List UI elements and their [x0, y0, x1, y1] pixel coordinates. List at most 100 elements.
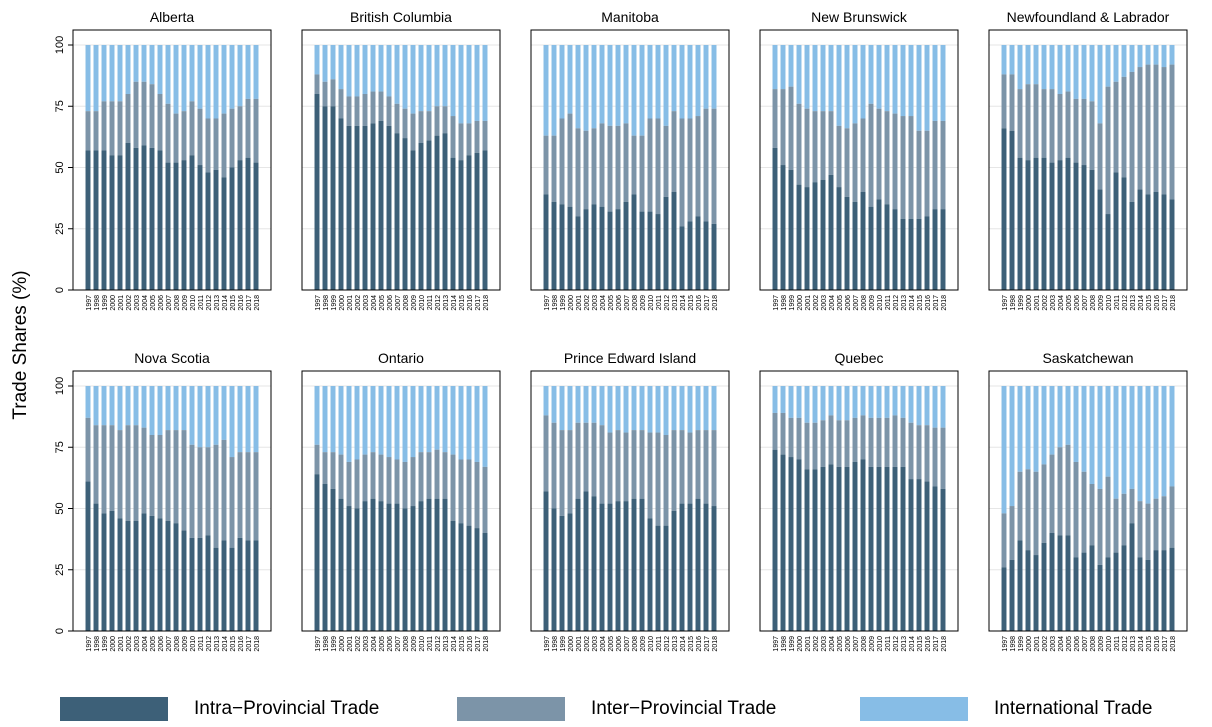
bar-inter-provincial: [780, 89, 786, 166]
bar-inter-provincial: [322, 81, 328, 107]
bar-international: [1033, 45, 1039, 85]
bar-international: [1001, 45, 1007, 75]
bar-intra-provincial: [780, 165, 786, 290]
bar-intra-provincial: [671, 510, 677, 631]
bar-inter-provincial: [860, 118, 866, 192]
bar-intra-provincial: [213, 169, 219, 290]
bar-international: [1089, 386, 1095, 484]
bar-international: [860, 386, 866, 416]
bar-inter-provincial: [197, 447, 203, 538]
bar-intra-provincial: [543, 194, 549, 290]
bar-international: [1137, 386, 1143, 502]
x-tick-label: 2006: [387, 636, 394, 652]
bar-intra-provincial: [788, 169, 794, 290]
bar-intra-provincial: [1113, 172, 1119, 290]
x-tick-label: 2014: [1138, 295, 1145, 311]
x-tick-label: 2000: [339, 295, 346, 311]
bar-international: [687, 45, 693, 119]
bar-intra-provincial: [836, 187, 842, 290]
bar-international: [559, 386, 565, 431]
x-tick-label: 2009: [640, 636, 647, 652]
bar-international: [450, 45, 456, 117]
bar-intra-provincial: [442, 498, 448, 631]
bar-inter-provincial: [1129, 488, 1135, 524]
bar-inter-provincial: [1105, 476, 1111, 558]
bar-intra-provincial: [402, 138, 408, 290]
bar-intra-provincial: [1049, 533, 1055, 631]
bar-intra-provincial: [1145, 194, 1151, 290]
x-tick-label: 1999: [789, 636, 796, 652]
bar-inter-provincial: [836, 420, 842, 467]
bar-intra-provincial: [237, 160, 243, 290]
bar-intra-provincial: [1025, 160, 1031, 290]
bar-inter-provincial: [844, 420, 850, 467]
bar-intra-provincial: [330, 106, 336, 290]
bar-intra-provincial: [165, 162, 171, 290]
bar-international: [623, 45, 629, 124]
bar-international: [1129, 386, 1135, 489]
x-tick-label: 2011: [198, 636, 205, 651]
bar-inter-provincial: [221, 439, 227, 541]
bar-international: [450, 386, 456, 455]
panel-frame: [530, 370, 730, 632]
bar-inter-provincial: [402, 108, 408, 139]
bar-international: [85, 45, 91, 112]
bar-intra-provincial: [916, 479, 922, 631]
bar-inter-provincial: [1025, 469, 1031, 551]
x-tick-label: 1999: [102, 295, 109, 311]
bar-international: [354, 386, 360, 460]
bar-international: [109, 386, 115, 426]
bar-international: [679, 45, 685, 119]
x-tick-label: 1998: [1010, 295, 1017, 311]
bar-international: [189, 45, 195, 102]
bar-inter-provincial: [450, 454, 456, 521]
bar-inter-provincial: [932, 120, 938, 210]
bar-international: [836, 386, 842, 421]
bar-international: [314, 386, 320, 445]
bar-intra-provincial: [607, 211, 613, 290]
bar-inter-provincial: [940, 427, 946, 489]
bar-inter-provincial: [567, 430, 573, 514]
bar-international: [671, 386, 677, 431]
bar-international: [796, 386, 802, 418]
bar-intra-provincial: [876, 199, 882, 290]
bar-international: [426, 45, 432, 112]
bar-inter-provincial: [1153, 498, 1159, 551]
x-tick-label: 2002: [584, 295, 591, 311]
bar-intra-provincial: [1161, 194, 1167, 290]
bar-intra-provincial: [860, 459, 866, 631]
bar-intra-provincial: [117, 518, 123, 631]
bar-inter-provincial: [1113, 498, 1119, 553]
bar-intra-provincial: [434, 135, 440, 290]
x-tick-label: 2010: [648, 295, 655, 311]
y-tick-label: 75: [54, 100, 66, 112]
x-tick-label: 2011: [1114, 636, 1121, 651]
bar-inter-provincial: [884, 111, 890, 205]
bar-international: [1049, 386, 1055, 455]
bar-inter-provincial: [703, 430, 709, 504]
bar-intra-provincial: [687, 503, 693, 631]
bar-international: [780, 45, 786, 90]
bar-international: [133, 45, 139, 82]
bar-inter-provincial: [394, 459, 400, 504]
x-tick-label: 2006: [1074, 295, 1081, 311]
x-tick-label: 2006: [158, 295, 165, 311]
bar-international: [378, 45, 384, 92]
bar-international: [772, 45, 778, 90]
x-tick-label: 2016: [238, 295, 245, 311]
y-tick-label: 100: [54, 36, 66, 54]
bar-intra-provincial: [173, 162, 179, 290]
x-tick-label: 2015: [688, 295, 695, 311]
bar-intra-provincial: [141, 513, 147, 631]
bar-intra-provincial: [820, 179, 826, 290]
bar-international: [844, 386, 850, 421]
x-tick-label: 2018: [941, 295, 948, 311]
bar-international: [1049, 45, 1055, 90]
bar-intra-provincial: [370, 123, 376, 291]
bar-inter-provincial: [1153, 64, 1159, 192]
bar-inter-provincial: [623, 123, 629, 202]
bar-international: [671, 45, 677, 112]
x-tick-label: 2001: [576, 295, 583, 311]
bar-inter-provincial: [836, 125, 842, 188]
legend-item-inter: Inter−Provincial Trade: [457, 695, 776, 723]
